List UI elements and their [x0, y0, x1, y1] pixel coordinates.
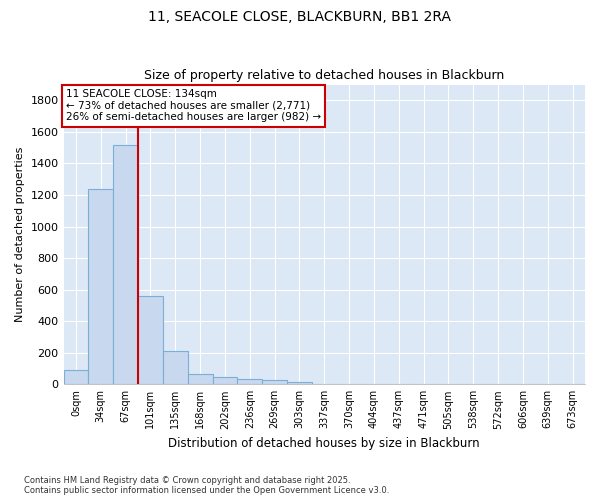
Bar — [238, 379, 262, 384]
Text: 11, SEACOLE CLOSE, BLACKBURN, BB1 2RA: 11, SEACOLE CLOSE, BLACKBURN, BB1 2RA — [149, 10, 452, 24]
Bar — [64, 370, 88, 384]
Y-axis label: Number of detached properties: Number of detached properties — [15, 146, 25, 322]
Bar — [138, 296, 163, 384]
Bar — [163, 351, 188, 384]
Bar — [88, 190, 113, 384]
Bar — [262, 380, 287, 384]
Bar — [287, 382, 312, 384]
X-axis label: Distribution of detached houses by size in Blackburn: Distribution of detached houses by size … — [169, 437, 480, 450]
Bar — [212, 377, 238, 384]
Text: Contains HM Land Registry data © Crown copyright and database right 2025.
Contai: Contains HM Land Registry data © Crown c… — [24, 476, 389, 495]
Bar — [113, 146, 138, 384]
Bar — [188, 374, 212, 384]
Text: 11 SEACOLE CLOSE: 134sqm
← 73% of detached houses are smaller (2,771)
26% of sem: 11 SEACOLE CLOSE: 134sqm ← 73% of detach… — [66, 90, 321, 122]
Title: Size of property relative to detached houses in Blackburn: Size of property relative to detached ho… — [144, 69, 505, 82]
